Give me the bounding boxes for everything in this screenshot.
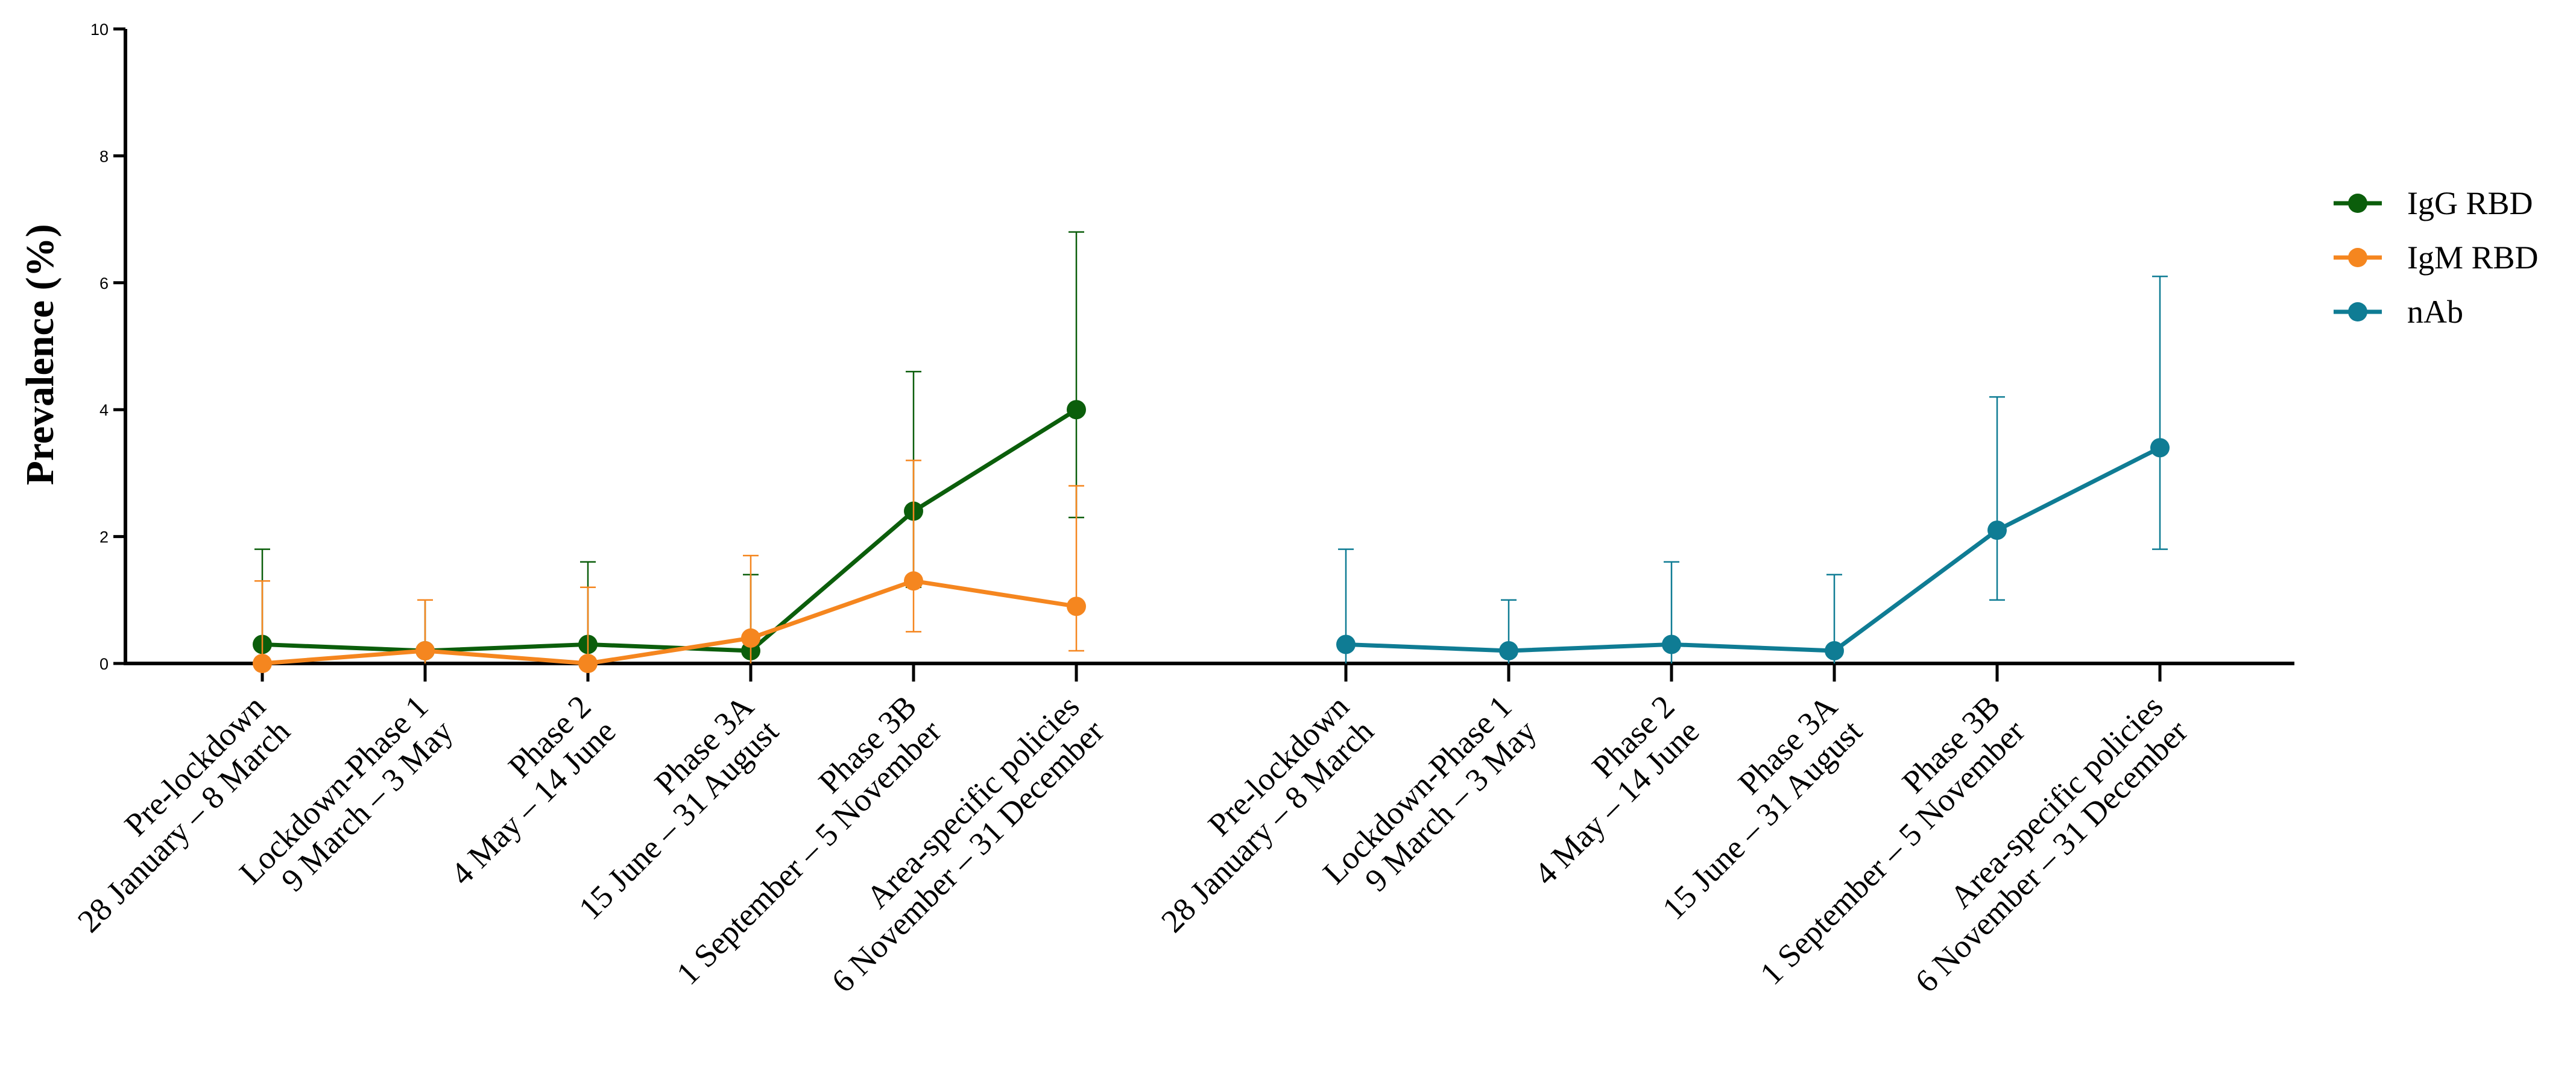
data-point: [741, 628, 760, 648]
data-point: [415, 641, 435, 660]
legend-marker: [2348, 194, 2367, 213]
legend-marker: [2348, 248, 2367, 267]
x-tick-label: Phase 24 May – 14 June: [1503, 688, 1706, 892]
data-point: [1825, 641, 1844, 660]
legend-label: IgG RBD: [2407, 185, 2533, 221]
x-tick-label: Area-specific policies6 November – 31 De…: [1883, 688, 2194, 999]
series-line: [262, 578, 1077, 666]
series-line: [1345, 446, 2161, 653]
x-tick-label: Area-specific policies6 November – 31 De…: [800, 688, 1111, 999]
y-tick-label: 4: [99, 401, 109, 419]
data-point: [2150, 438, 2170, 458]
series-line: [262, 408, 1078, 653]
data-point: [1336, 635, 1356, 654]
data-point: [1067, 400, 1086, 420]
legend-label: nAb: [2407, 294, 2463, 330]
data-point: [578, 654, 598, 673]
y-tick-label: 10: [90, 21, 109, 39]
y-tick-label: 8: [99, 147, 109, 165]
data-point: [253, 654, 272, 673]
data-point: [1499, 641, 1518, 660]
y-tick-label: 6: [99, 274, 109, 293]
y-tick-label: 0: [99, 655, 109, 673]
y-axis-label: Prevalence (%): [18, 224, 62, 485]
x-tick-label: Phase 24 May – 14 June: [419, 688, 623, 892]
y-tick-label: 2: [99, 528, 109, 546]
legend-marker: [2348, 302, 2367, 321]
data-point: [904, 571, 923, 591]
data-point: [1662, 635, 1681, 654]
x-tick-label: Pre-lockdown28 January – 8 March: [1129, 688, 1380, 939]
data-point: [1987, 521, 2007, 540]
x-tick-label: Pre-lockdown28 January – 8 March: [46, 688, 297, 939]
legend-label: IgM RBD: [2407, 239, 2539, 276]
data-point: [1067, 597, 1086, 616]
